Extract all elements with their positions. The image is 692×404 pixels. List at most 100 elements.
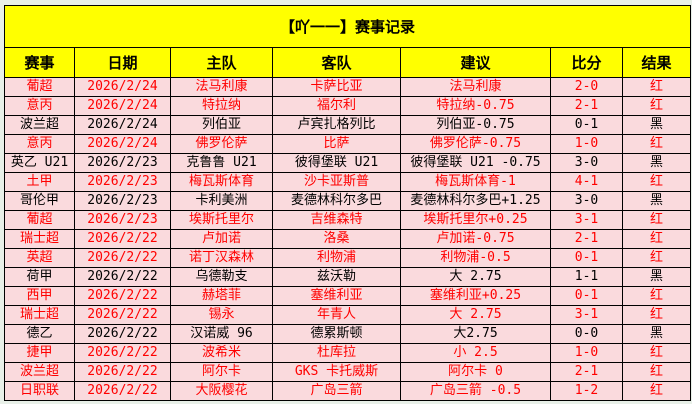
cell-league[interactable]: 捷甲 (4, 343, 75, 363)
cell-suggestion[interactable]: 彼得堡联 U21 -0.75 (400, 153, 551, 173)
cell-score[interactable]: 0-1 (550, 248, 623, 268)
cell-home-team[interactable]: 大阪樱花 (170, 381, 273, 401)
cell-league[interactable]: 瑞士超 (4, 229, 75, 249)
cell-away-team[interactable]: 福尔利 (272, 96, 401, 116)
cell-result[interactable]: 黑 (621, 267, 692, 287)
cell-score[interactable]: 3-0 (550, 191, 623, 211)
cell-away-team[interactable]: 杜库拉 (272, 343, 401, 363)
cell-date[interactable]: 2026/2/22 (74, 324, 171, 344)
cell-league[interactable]: 波兰超 (4, 362, 75, 382)
cell-away-team[interactable]: 年青人 (272, 305, 401, 325)
cell-home-team[interactable]: 埃斯托里尔 (170, 210, 273, 230)
cell-home-team[interactable]: 阿尔卡 (170, 362, 273, 382)
cell-away-team[interactable]: 沙卡亚斯普 (272, 172, 401, 192)
cell-home-team[interactable]: 乌德勒支 (170, 267, 273, 287)
cell-suggestion[interactable]: 梅瓦斯体育-1 (400, 172, 551, 192)
cell-league[interactable]: 西甲 (4, 286, 75, 306)
header-date[interactable]: 日期 (74, 47, 171, 78)
cell-home-team[interactable]: 卢加诺 (170, 229, 273, 249)
cell-league[interactable]: 葡超 (4, 77, 75, 97)
cell-date[interactable]: 2026/2/22 (74, 362, 171, 382)
header-away-team[interactable]: 客队 (272, 47, 401, 78)
cell-result[interactable]: 黑 (621, 115, 692, 135)
cell-score[interactable]: 0-0 (550, 324, 623, 344)
cell-away-team[interactable]: 彼得堡联 U21 (272, 153, 401, 173)
cell-score[interactable]: 3-1 (550, 210, 623, 230)
cell-result[interactable]: 红 (621, 229, 692, 249)
header-league[interactable]: 赛事 (4, 47, 75, 78)
cell-suggestion[interactable]: 小 2.5 (400, 343, 551, 363)
cell-league[interactable]: 英乙 U21 (4, 153, 75, 173)
cell-home-team[interactable]: 卡利美洲 (170, 191, 273, 211)
cell-away-team[interactable]: 麦德林科尔多巴 (272, 191, 401, 211)
cell-date[interactable]: 2026/2/23 (74, 210, 171, 230)
cell-date[interactable]: 2026/2/22 (74, 381, 171, 401)
cell-away-team[interactable]: 广岛三箭 (272, 381, 401, 401)
cell-suggestion[interactable]: 佛罗伦萨-0.75 (400, 134, 551, 154)
cell-result[interactable]: 红 (621, 286, 692, 306)
cell-suggestion[interactable]: 大2.75 (400, 324, 551, 344)
cell-home-team[interactable]: 法马利康 (170, 77, 273, 97)
cell-result[interactable]: 红 (621, 248, 692, 268)
cell-away-team[interactable]: GKS 卡托威斯 (272, 362, 401, 382)
cell-away-team[interactable]: 吉维森特 (272, 210, 401, 230)
cell-suggestion[interactable]: 卢加诺-0.75 (400, 229, 551, 249)
cell-date[interactable]: 2026/2/24 (74, 77, 171, 97)
cell-date[interactable]: 2026/2/24 (74, 134, 171, 154)
cell-result[interactable]: 红 (621, 362, 692, 382)
cell-score[interactable]: 0-1 (550, 115, 623, 135)
cell-home-team[interactable]: 汉诺威 96 (170, 324, 273, 344)
cell-away-team[interactable]: 比萨 (272, 134, 401, 154)
cell-result[interactable]: 红 (621, 134, 692, 154)
cell-score[interactable]: 4-1 (550, 172, 623, 192)
cell-suggestion[interactable]: 阿尔卡 0 (400, 362, 551, 382)
cell-score[interactable]: 3-0 (550, 153, 623, 173)
cell-home-team[interactable]: 诺丁汉森林 (170, 248, 273, 268)
cell-suggestion[interactable]: 大 2.75 (400, 305, 551, 325)
cell-suggestion[interactable]: 利物浦-0.5 (400, 248, 551, 268)
cell-away-team[interactable]: 卢宾扎格列比 (272, 115, 401, 135)
cell-score[interactable]: 2-1 (550, 229, 623, 249)
cell-away-team[interactable]: 德累斯顿 (272, 324, 401, 344)
cell-away-team[interactable]: 洛桑 (272, 229, 401, 249)
cell-result[interactable]: 黑 (621, 153, 692, 173)
cell-home-team[interactable]: 锡永 (170, 305, 273, 325)
cell-score[interactable]: 2-0 (550, 77, 623, 97)
cell-league[interactable]: 日职联 (4, 381, 75, 401)
cell-home-team[interactable]: 佛罗伦萨 (170, 134, 273, 154)
cell-suggestion[interactable]: 广岛三箭 -0.5 (400, 381, 551, 401)
cell-suggestion[interactable]: 麦德林科尔多巴+1.25 (400, 191, 551, 211)
cell-date[interactable]: 2026/2/22 (74, 267, 171, 287)
cell-home-team[interactable]: 特拉纳 (170, 96, 273, 116)
cell-home-team[interactable]: 波希米 (170, 343, 273, 363)
cell-score[interactable]: 3-1 (550, 305, 623, 325)
cell-date[interactable]: 2026/2/22 (74, 286, 171, 306)
cell-home-team[interactable]: 列伯亚 (170, 115, 273, 135)
cell-result[interactable]: 黑 (621, 191, 692, 211)
cell-suggestion[interactable]: 列伯亚-0.75 (400, 115, 551, 135)
cell-date[interactable]: 2026/2/22 (74, 305, 171, 325)
header-score[interactable]: 比分 (550, 47, 623, 78)
cell-league[interactable]: 英超 (4, 248, 75, 268)
cell-result[interactable]: 红 (621, 305, 692, 325)
cell-score[interactable]: 0-1 (550, 286, 623, 306)
cell-date[interactable]: 2026/2/23 (74, 153, 171, 173)
cell-score[interactable]: 1-0 (550, 134, 623, 154)
cell-suggestion[interactable]: 塞维利亚+0.25 (400, 286, 551, 306)
cell-score[interactable]: 1-0 (550, 343, 623, 363)
header-result[interactable]: 结果 (621, 47, 692, 78)
cell-league[interactable]: 意丙 (4, 96, 75, 116)
cell-home-team[interactable]: 赫塔菲 (170, 286, 273, 306)
cell-date[interactable]: 2026/2/23 (74, 172, 171, 192)
cell-result[interactable]: 红 (621, 381, 692, 401)
cell-league[interactable]: 葡超 (4, 210, 75, 230)
header-suggestion[interactable]: 建议 (400, 47, 551, 78)
header-home-team[interactable]: 主队 (170, 47, 273, 78)
cell-suggestion[interactable]: 特拉纳-0.75 (400, 96, 551, 116)
cell-date[interactable]: 2026/2/23 (74, 191, 171, 211)
cell-home-team[interactable]: 梅瓦斯体育 (170, 172, 273, 192)
cell-date[interactable]: 2026/2/24 (74, 115, 171, 135)
cell-date[interactable]: 2026/2/24 (74, 96, 171, 116)
cell-date[interactable]: 2026/2/22 (74, 229, 171, 249)
cell-date[interactable]: 2026/2/22 (74, 248, 171, 268)
